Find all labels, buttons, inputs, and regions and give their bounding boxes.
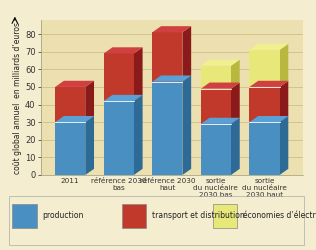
Polygon shape [280, 44, 288, 87]
Bar [213, 204, 237, 228]
Polygon shape [152, 76, 191, 82]
Bar [104, 101, 134, 175]
Polygon shape [152, 26, 191, 32]
Bar [122, 204, 146, 228]
Polygon shape [104, 47, 143, 54]
Polygon shape [201, 60, 240, 66]
Bar [201, 89, 231, 124]
Bar [249, 50, 280, 87]
Polygon shape [231, 60, 240, 89]
Polygon shape [182, 76, 191, 175]
Polygon shape [249, 44, 288, 50]
Polygon shape [134, 95, 143, 175]
Polygon shape [201, 118, 240, 124]
Bar [249, 122, 280, 175]
Polygon shape [249, 81, 288, 87]
Bar [201, 124, 231, 175]
Polygon shape [55, 81, 94, 87]
Bar [152, 32, 182, 82]
Text: économies d’électricité: économies d’électricité [243, 211, 316, 220]
Bar [12, 204, 37, 228]
Bar [9, 196, 304, 245]
Polygon shape [134, 47, 143, 101]
Polygon shape [231, 118, 240, 175]
Polygon shape [280, 81, 288, 122]
Polygon shape [104, 95, 143, 101]
Polygon shape [249, 116, 288, 122]
Polygon shape [280, 116, 288, 175]
Bar [104, 54, 134, 101]
Y-axis label: coût global annuel  en milliards d’euros: coût global annuel en milliards d’euros [13, 22, 22, 174]
Polygon shape [85, 81, 94, 122]
Text: production: production [43, 211, 84, 220]
Bar [201, 66, 231, 89]
Polygon shape [182, 26, 191, 82]
Bar [55, 122, 85, 175]
Polygon shape [201, 82, 240, 89]
Bar [55, 87, 85, 122]
Bar [249, 87, 280, 122]
Text: transport et distribution: transport et distribution [152, 211, 245, 220]
Polygon shape [85, 116, 94, 175]
Bar [152, 82, 182, 175]
Polygon shape [55, 116, 94, 122]
Polygon shape [231, 82, 240, 124]
